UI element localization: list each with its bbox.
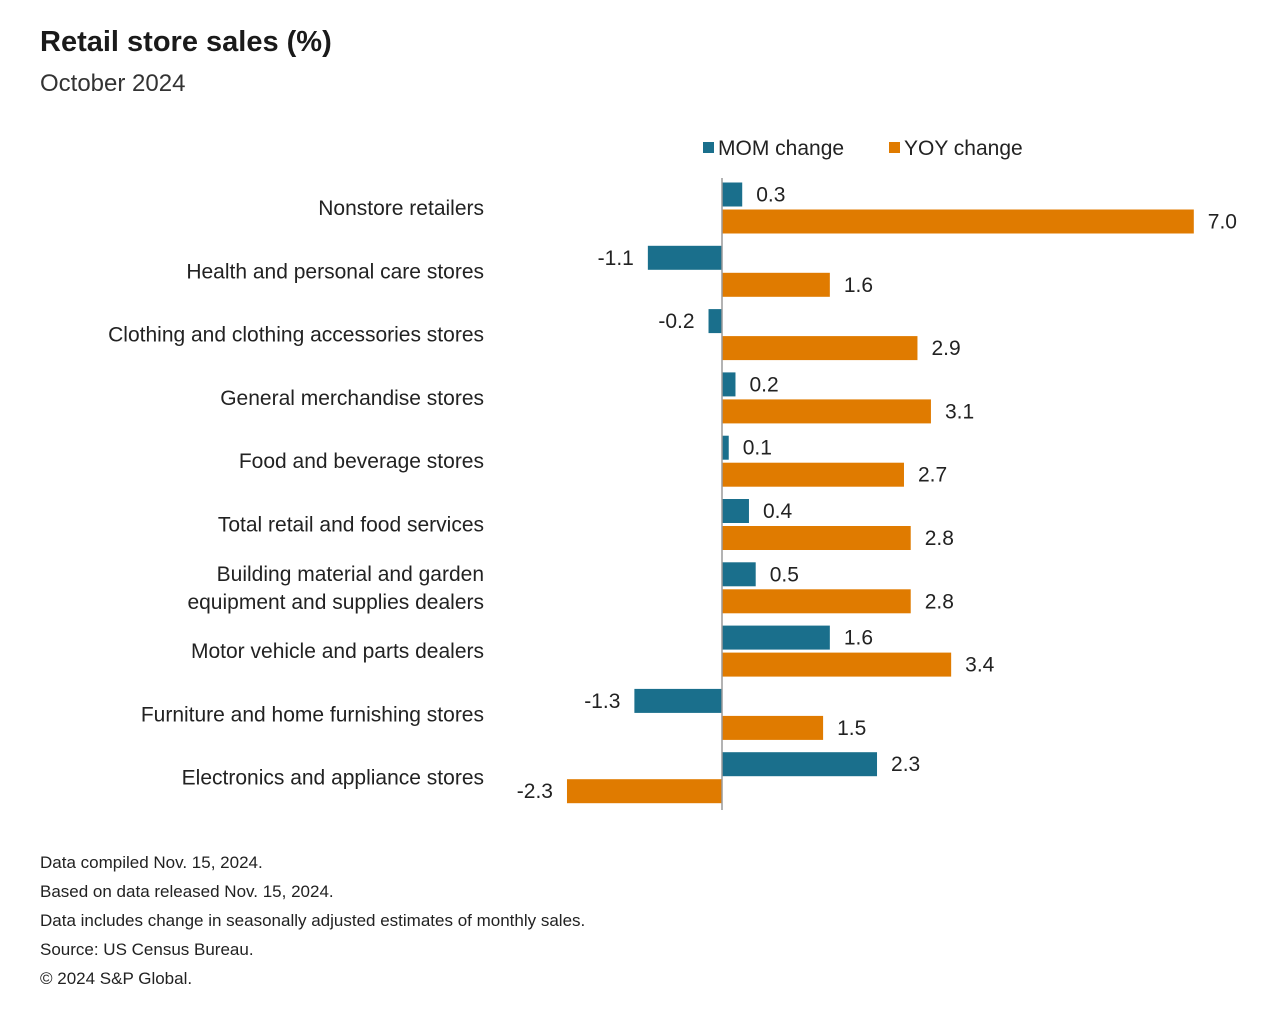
- data-label-yoy-9: -2.3: [517, 780, 553, 803]
- data-label-mom-7: 1.6: [844, 627, 873, 650]
- bar-mom-7: [722, 625, 830, 650]
- chart-subtitle: October 2024: [40, 70, 186, 97]
- bar-yoy-5: [722, 526, 911, 550]
- data-label-yoy-8: 1.5: [837, 717, 866, 740]
- legend-swatch-1: [889, 142, 900, 153]
- category-label-9: Electronics and appliance stores: [182, 767, 484, 790]
- bar-yoy-6: [722, 589, 911, 614]
- category-label-3: General merchandise stores: [220, 387, 484, 410]
- bar-mom-0: [722, 182, 743, 207]
- bar-mom-8: [634, 688, 722, 713]
- data-label-mom-4: 0.1: [743, 437, 772, 460]
- data-label-yoy-3: 3.1: [945, 400, 974, 423]
- data-label-yoy-4: 2.7: [918, 464, 947, 487]
- bar-yoy-3: [722, 399, 931, 424]
- bar-yoy-9: [566, 779, 722, 804]
- footnotes: Data compiled Nov. 15, 2024. Based on da…: [40, 848, 585, 993]
- legend-label-1: YOY change: [904, 137, 1023, 160]
- bar-yoy-7: [722, 652, 952, 677]
- bar-chart: MOM change YOY change Nonstore retailers He…: [108, 137, 1237, 810]
- data-label-yoy-7: 3.4: [965, 654, 995, 677]
- data-label-mom-3: 0.2: [749, 373, 778, 396]
- data-label-yoy-5: 2.8: [925, 527, 954, 550]
- category-label-7: Motor vehicle and parts dealers: [191, 640, 484, 663]
- category-label-1: Health and personal care stores: [186, 260, 484, 283]
- bar-yoy-4: [722, 462, 904, 487]
- data-label-mom-6: 0.5: [770, 563, 799, 586]
- data-label-yoy-6: 2.8: [925, 590, 954, 613]
- bar-yoy-1: [722, 272, 830, 297]
- footnote-description: Data includes change in seasonally adjus…: [40, 911, 586, 930]
- legend-label-0: MOM change: [718, 137, 844, 160]
- category-label-4: Food and beverage stores: [239, 450, 484, 473]
- category-label-2: Clothing and clothing accessories stores: [108, 324, 484, 347]
- data-label-mom-5: 0.4: [763, 500, 793, 523]
- category-label-6-line-1: equipment and supplies dealers: [187, 591, 484, 614]
- category-label-0: Nonstore retailers: [318, 197, 484, 220]
- data-label-mom-0: 0.3: [756, 184, 785, 207]
- footnote-released: Based on data released Nov. 15, 2024.: [40, 882, 334, 901]
- data-label-mom-1: -1.1: [598, 247, 634, 270]
- data-label-mom-8: -1.3: [584, 690, 620, 713]
- bar-mom-2: [708, 309, 722, 334]
- chart-title: Retail store sales (%): [40, 26, 332, 58]
- footnote-copyright: © 2024 S&P Global.: [40, 969, 193, 988]
- data-label-yoy-1: 1.6: [844, 274, 873, 297]
- data-label-mom-2: -0.2: [658, 310, 694, 333]
- category-label-8: Furniture and home furnishing stores: [141, 703, 484, 726]
- data-label-yoy-0: 7.0: [1208, 211, 1237, 234]
- category-label-6-line-0: Building material and garden: [217, 563, 484, 586]
- bar-mom-5: [722, 499, 749, 523]
- bar-yoy-8: [722, 715, 824, 740]
- footnote-source: Source: US Census Bureau.: [40, 940, 254, 959]
- data-label-yoy-2: 2.9: [931, 337, 960, 360]
- bar-yoy-0: [722, 209, 1194, 234]
- legend-swatch-0: [703, 142, 714, 153]
- category-label-5: Total retail and food services: [218, 514, 484, 537]
- bar-mom-6: [722, 562, 756, 587]
- bar-mom-4: [722, 435, 729, 460]
- bar-mom-3: [722, 372, 736, 397]
- data-label-mom-9: 2.3: [891, 753, 920, 776]
- footnote-compiled: Data compiled Nov. 15, 2024.: [40, 853, 263, 872]
- bar-mom-1: [647, 245, 722, 270]
- bar-yoy-2: [722, 336, 918, 361]
- bar-mom-9: [722, 752, 878, 777]
